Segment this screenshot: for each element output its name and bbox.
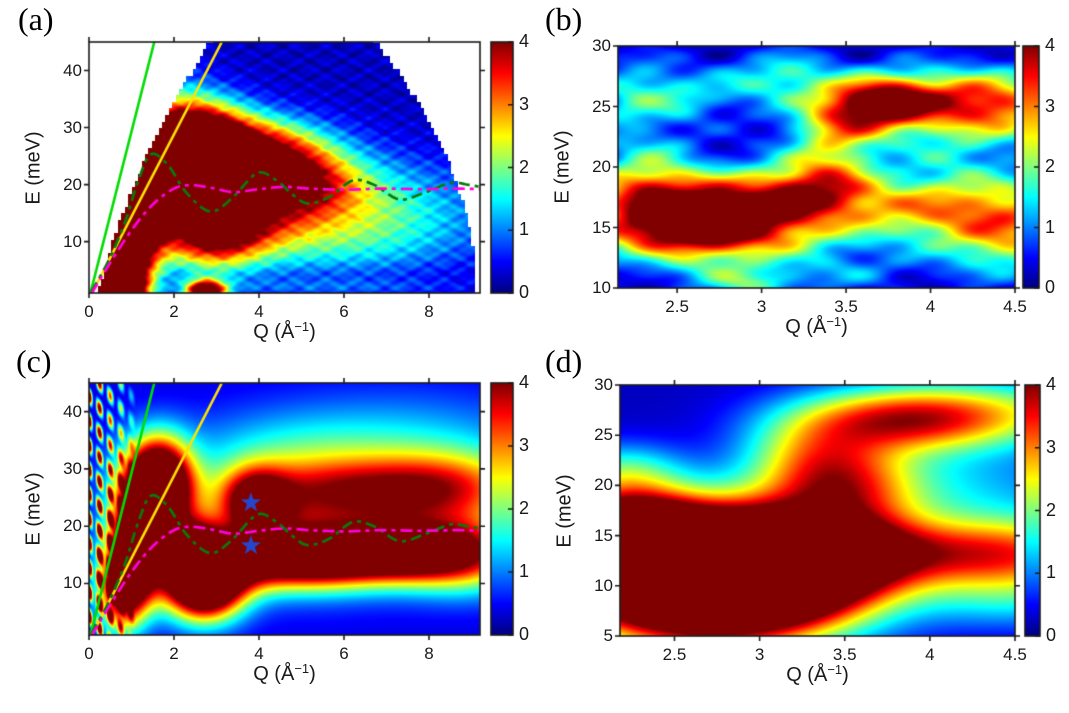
figure-root: (a) E (meV) Q (Å−1) 0 2 4 6 8 10 20 30 40 0 1 2 3 4 (b) E … [0,0,1069,713]
figure-canvas [0,0,1069,713]
